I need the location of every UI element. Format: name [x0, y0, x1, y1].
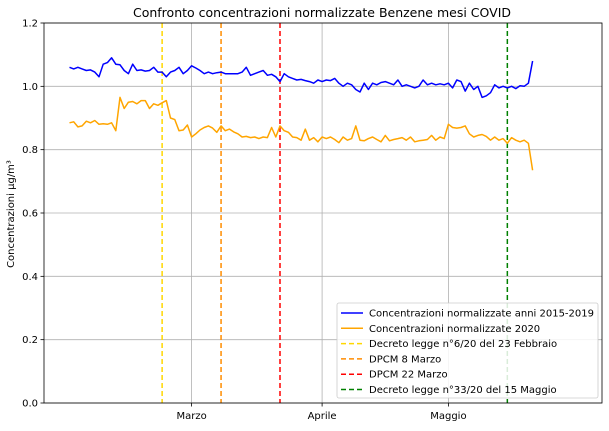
legend: Concentrazioni normalizzate anni 2015-20…: [336, 302, 599, 399]
legend-label: Decreto legge n°6/20 del 23 Febbraio: [369, 339, 557, 350]
y-tick-label: 1.0: [22, 82, 38, 93]
x-tick-label: Aprile: [308, 411, 337, 422]
y-tick-label: 1.2: [22, 19, 38, 30]
y-tick-label: 0.2: [22, 335, 38, 346]
y-axis-label: Concentrazioni μg/m³: [6, 160, 17, 268]
chart-title: Confronto concentrazioni normalizzate Be…: [133, 5, 511, 20]
y-tick-label: 0.6: [22, 209, 38, 220]
x-tick-label: Marzo: [176, 411, 206, 422]
legend-label: Concentrazioni normalizzate anni 2015-20…: [369, 309, 594, 320]
legend-label: Decreto legge n°33/20 del 15 Maggio: [369, 385, 557, 396]
series-lines: [69, 57, 534, 171]
y-tick-label: 0.0: [22, 399, 38, 410]
legend-label: DPCM 22 Marzo: [369, 370, 448, 381]
series-line: [69, 96, 534, 171]
legend-label: DPCM 8 Marzo: [369, 354, 441, 365]
legend-frame: [336, 302, 599, 399]
y-tick-label: 0.4: [22, 272, 38, 283]
x-tick-label: Maggio: [430, 411, 466, 422]
y-tick-label: 0.8: [22, 145, 38, 156]
series-line: [69, 57, 534, 99]
legend-label: Concentrazioni normalizzate 2020: [369, 324, 540, 335]
axis-ticks: 0.0 0.2 0.4 0.6 0.8 1.0 1.2 Marzo Aprile Maggio: [22, 19, 466, 423]
